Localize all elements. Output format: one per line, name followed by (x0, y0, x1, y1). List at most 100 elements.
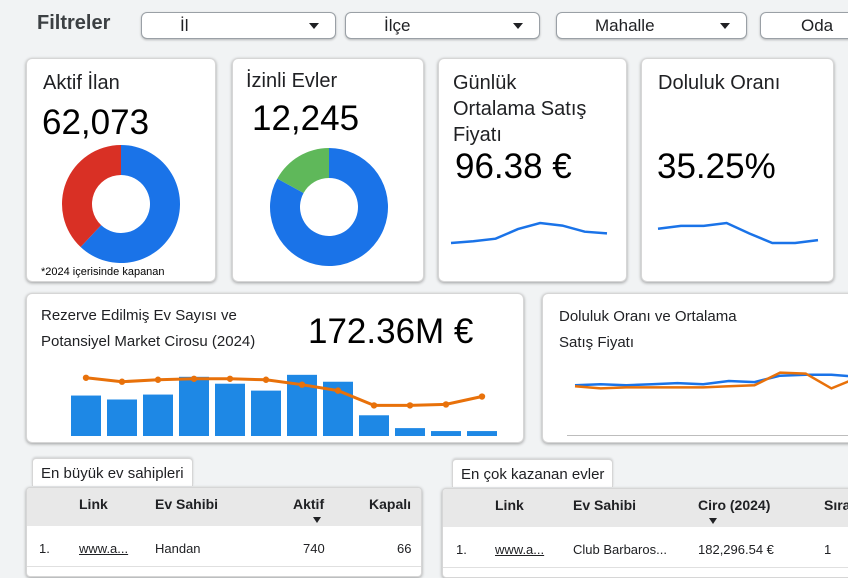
row-closed: 66 (397, 541, 412, 556)
active-donut-chart[interactable] (61, 144, 181, 264)
occupancy-line (574, 371, 848, 390)
sort-desc-icon (709, 518, 717, 524)
bar[interactable] (467, 431, 497, 436)
column-header-rank[interactable]: Sıra (824, 497, 848, 513)
line-point[interactable] (334, 387, 342, 394)
reserved-homes-card: Rezerve Edilmiş Ev Sayısı ve Potansiyel … (26, 293, 524, 443)
footnote: *2024 içerisinde kapanan (41, 266, 165, 278)
bar[interactable] (251, 390, 281, 436)
line-point[interactable] (190, 375, 198, 382)
kpi-value: 12,245 (252, 99, 360, 138)
row-divider (443, 567, 848, 568)
line-point[interactable] (298, 381, 306, 388)
line-point[interactable] (82, 374, 90, 381)
active-listings-card: Aktif İlan 62,073 *2024 içerisinde kapan… (26, 58, 216, 282)
earners-table: Link Ev Sahibi Ciro (2024) Sıra 1. www.a… (442, 488, 848, 578)
line-point[interactable] (442, 401, 450, 408)
donut-slice[interactable] (270, 148, 388, 266)
filter-mahalle-dropdown[interactable]: Mahalle (556, 12, 747, 39)
card-title: Aktif İlan (43, 72, 120, 94)
filter-label: Mahalle (595, 16, 655, 35)
occupancy-price-chart[interactable] (567, 360, 848, 436)
price-sparkline-line (450, 221, 608, 245)
bar[interactable] (359, 415, 389, 436)
card-title: Doluluk Oranı (658, 72, 781, 94)
owners-table: Link Ev Sahibi Aktif Kapalı 1. www.a... … (26, 487, 422, 577)
chart-title-line-1: Rezerve Edilmiş Ev Sayısı ve (41, 307, 237, 324)
sort-desc-icon (313, 517, 321, 523)
line-point[interactable] (154, 376, 162, 383)
earners-table-title: En çok kazanan evler (452, 459, 614, 487)
bar[interactable] (143, 394, 173, 436)
bar[interactable] (179, 376, 209, 436)
table-header: Link Ev Sahibi Aktif Kapalı (27, 488, 421, 526)
chevron-down-icon (513, 23, 523, 29)
daily-price-card: Günlük Ortalama Satış Fiyatı 96.38 € (438, 58, 627, 282)
filter-ilce-dropdown[interactable]: İlçe (345, 12, 540, 39)
kpi-value: 62,073 (42, 103, 150, 142)
kpi-value: 172.36M € (308, 312, 474, 351)
line-point[interactable] (370, 402, 378, 409)
chart-title-line-1: Doluluk Oranı ve Ortalama (559, 308, 737, 325)
chevron-down-icon (309, 23, 319, 29)
line-point[interactable] (118, 378, 126, 385)
chart-title-line-2: Satış Fiyatı (559, 334, 635, 351)
card-title: İzinli Evler (246, 70, 338, 92)
row-link[interactable]: www.a... (495, 542, 545, 557)
filter-label: Oda (801, 16, 834, 35)
occupancy-price-card: Doluluk Oranı ve Ortalama Satış Fiyatı (542, 293, 848, 443)
line-point[interactable] (406, 402, 414, 409)
occupancy-sparkline-line (657, 221, 819, 245)
revenue-line (85, 376, 483, 407)
table-header: Link Ev Sahibi Ciro (2024) Sıra (443, 489, 848, 527)
donut-slice[interactable] (277, 148, 329, 194)
filter-bar: Filtreler İl İlçe Mahalle Oda (0, 0, 848, 46)
kpi-value: 35.25% (657, 147, 776, 186)
row-active: 740 (303, 541, 325, 556)
row-owner: Club Barbaros... (573, 542, 667, 557)
chevron-down-icon (720, 23, 730, 29)
filters-title: Filtreler (37, 12, 111, 34)
occupancy-card: Doluluk Oranı 35.25% (641, 58, 834, 282)
filter-oda-dropdown[interactable]: Oda (760, 12, 848, 39)
column-header-owner[interactable]: Ev Sahibi (155, 496, 219, 512)
chart-title-line-2: Potansiyel Market Cirosu (2024) (41, 333, 256, 350)
column-header-link[interactable]: Link (495, 497, 524, 513)
bar[interactable] (71, 395, 101, 436)
price-line (574, 373, 848, 387)
filter-label: İl (180, 16, 189, 35)
column-header-closed[interactable]: Kapalı (369, 496, 412, 512)
licensed-homes-card: İzinli Evler 12,245 (232, 58, 424, 282)
row-rank: 1 (824, 542, 832, 557)
row-revenue: 182,296.54 € (698, 542, 774, 557)
bar[interactable] (395, 428, 425, 436)
row-divider (27, 566, 421, 567)
card-title-line-2: Ortalama Satış (453, 98, 587, 120)
licensed-donut-chart[interactable] (269, 147, 389, 267)
filter-il-dropdown[interactable]: İl (141, 12, 336, 39)
row-owner: Handan (155, 541, 201, 556)
donut-slice[interactable] (80, 145, 180, 263)
filter-label: İlçe (384, 16, 411, 35)
column-header-active[interactable]: Aktif (293, 496, 325, 512)
row-index: 1. (456, 542, 467, 557)
column-header-revenue[interactable]: Ciro (2024) (698, 497, 771, 513)
card-title-line-3: Fiyatı (453, 124, 502, 146)
donut-slice[interactable] (62, 145, 121, 248)
kpi-value: 96.38 € (455, 147, 572, 186)
line-point[interactable] (262, 376, 270, 383)
row-link[interactable]: www.a... (79, 541, 129, 556)
occupancy-sparkline[interactable] (656, 209, 820, 249)
reserved-combo-chart[interactable] (51, 360, 507, 436)
column-header-owner[interactable]: Ev Sahibi (573, 497, 637, 513)
column-header-link[interactable]: Link (79, 496, 108, 512)
line-point[interactable] (226, 375, 234, 382)
line-point[interactable] (478, 393, 486, 400)
bar[interactable] (107, 399, 137, 436)
owners-table-title: En büyük ev sahipleri (32, 458, 193, 486)
bar[interactable] (215, 383, 245, 436)
price-sparkline[interactable] (449, 209, 609, 249)
row-index: 1. (39, 541, 50, 556)
card-title-line-1: Günlük (453, 72, 517, 94)
bar[interactable] (431, 431, 461, 436)
